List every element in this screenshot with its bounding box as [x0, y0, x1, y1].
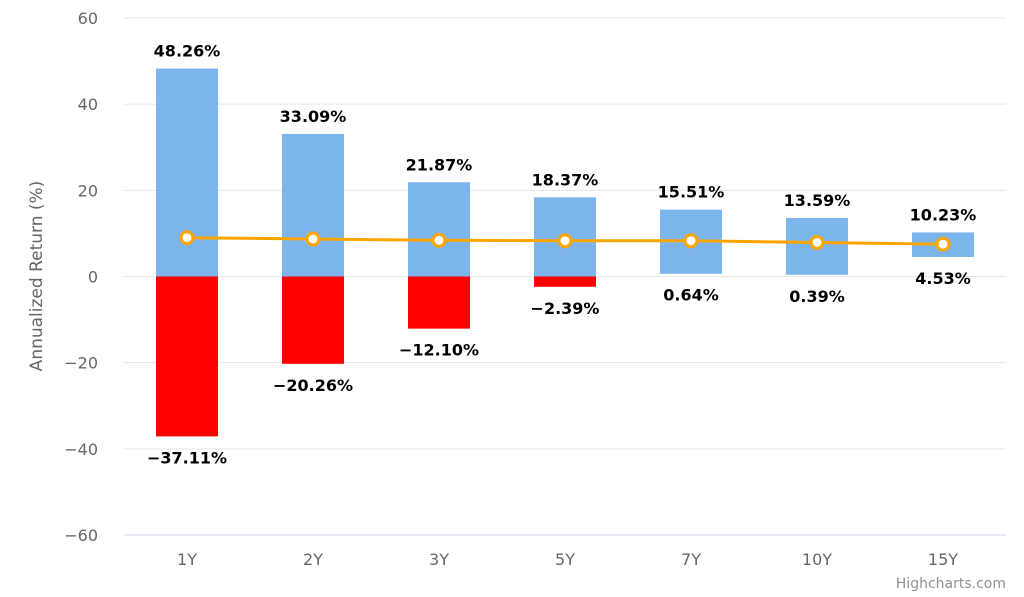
average-point	[557, 233, 573, 249]
x-tick-label: 1Y	[177, 550, 197, 569]
bars	[156, 68, 974, 437]
average-point	[809, 234, 825, 250]
average-point	[683, 233, 699, 249]
bar-best	[282, 133, 344, 277]
credits-link[interactable]: Highcharts.com	[896, 576, 1006, 592]
y-axis-label: Annualized Return (%)	[27, 181, 47, 372]
y-tick-label: −40	[64, 440, 98, 459]
data-label-worst: 0.39%	[789, 287, 845, 306]
data-label-best: 33.09%	[280, 107, 347, 126]
y-tick-label: −20	[64, 354, 98, 373]
bar-best	[408, 182, 470, 277]
x-tick-label: 2Y	[303, 550, 323, 569]
average-point	[179, 230, 195, 246]
x-tick-label: 5Y	[555, 550, 575, 569]
bar-worst	[534, 276, 596, 287]
average-point	[935, 236, 951, 252]
data-label-best: 13.59%	[784, 191, 851, 210]
bar-worst	[408, 276, 470, 329]
average-point	[305, 231, 321, 247]
bar-worst	[282, 276, 344, 364]
data-label-best: 10.23%	[910, 205, 977, 224]
data-label-worst: 0.64%	[663, 286, 719, 305]
data-label-worst: −20.26%	[273, 376, 353, 395]
data-label-best: 15.51%	[658, 183, 725, 202]
data-labels: 48.26% −37.11% 33.09% −20.26% 21.87% −12.10% 1…	[147, 42, 976, 468]
y-tick-label: 40	[78, 95, 98, 114]
bar-worst	[156, 276, 218, 437]
data-label-worst: −12.10%	[399, 341, 479, 360]
data-label-best: 18.37%	[532, 170, 599, 189]
y-tick-label: 60	[78, 9, 98, 28]
x-tick-label: 3Y	[429, 550, 449, 569]
average-line	[179, 230, 951, 252]
grid-lines	[124, 17, 1006, 536]
x-axis-ticks: 1Y 2Y 3Y 5Y 7Y 10Y 15Y	[177, 550, 958, 569]
data-label-worst: 4.53%	[915, 269, 971, 288]
y-tick-label: −60	[64, 526, 98, 545]
bar-best	[156, 68, 218, 277]
x-tick-label: 15Y	[928, 550, 958, 569]
x-tick-label: 7Y	[681, 550, 701, 569]
x-tick-label: 10Y	[802, 550, 832, 569]
data-label-worst: −37.11%	[147, 448, 227, 467]
average-point	[431, 232, 447, 248]
y-tick-label: 20	[78, 181, 98, 200]
y-axis-ticks: 60 40 20 0 −20 −40 −60	[64, 9, 98, 545]
data-label-worst: −2.39%	[531, 299, 600, 318]
data-label-best: 21.87%	[406, 155, 473, 174]
data-label-best: 48.26%	[154, 42, 221, 61]
y-tick-label: 0	[88, 268, 98, 287]
